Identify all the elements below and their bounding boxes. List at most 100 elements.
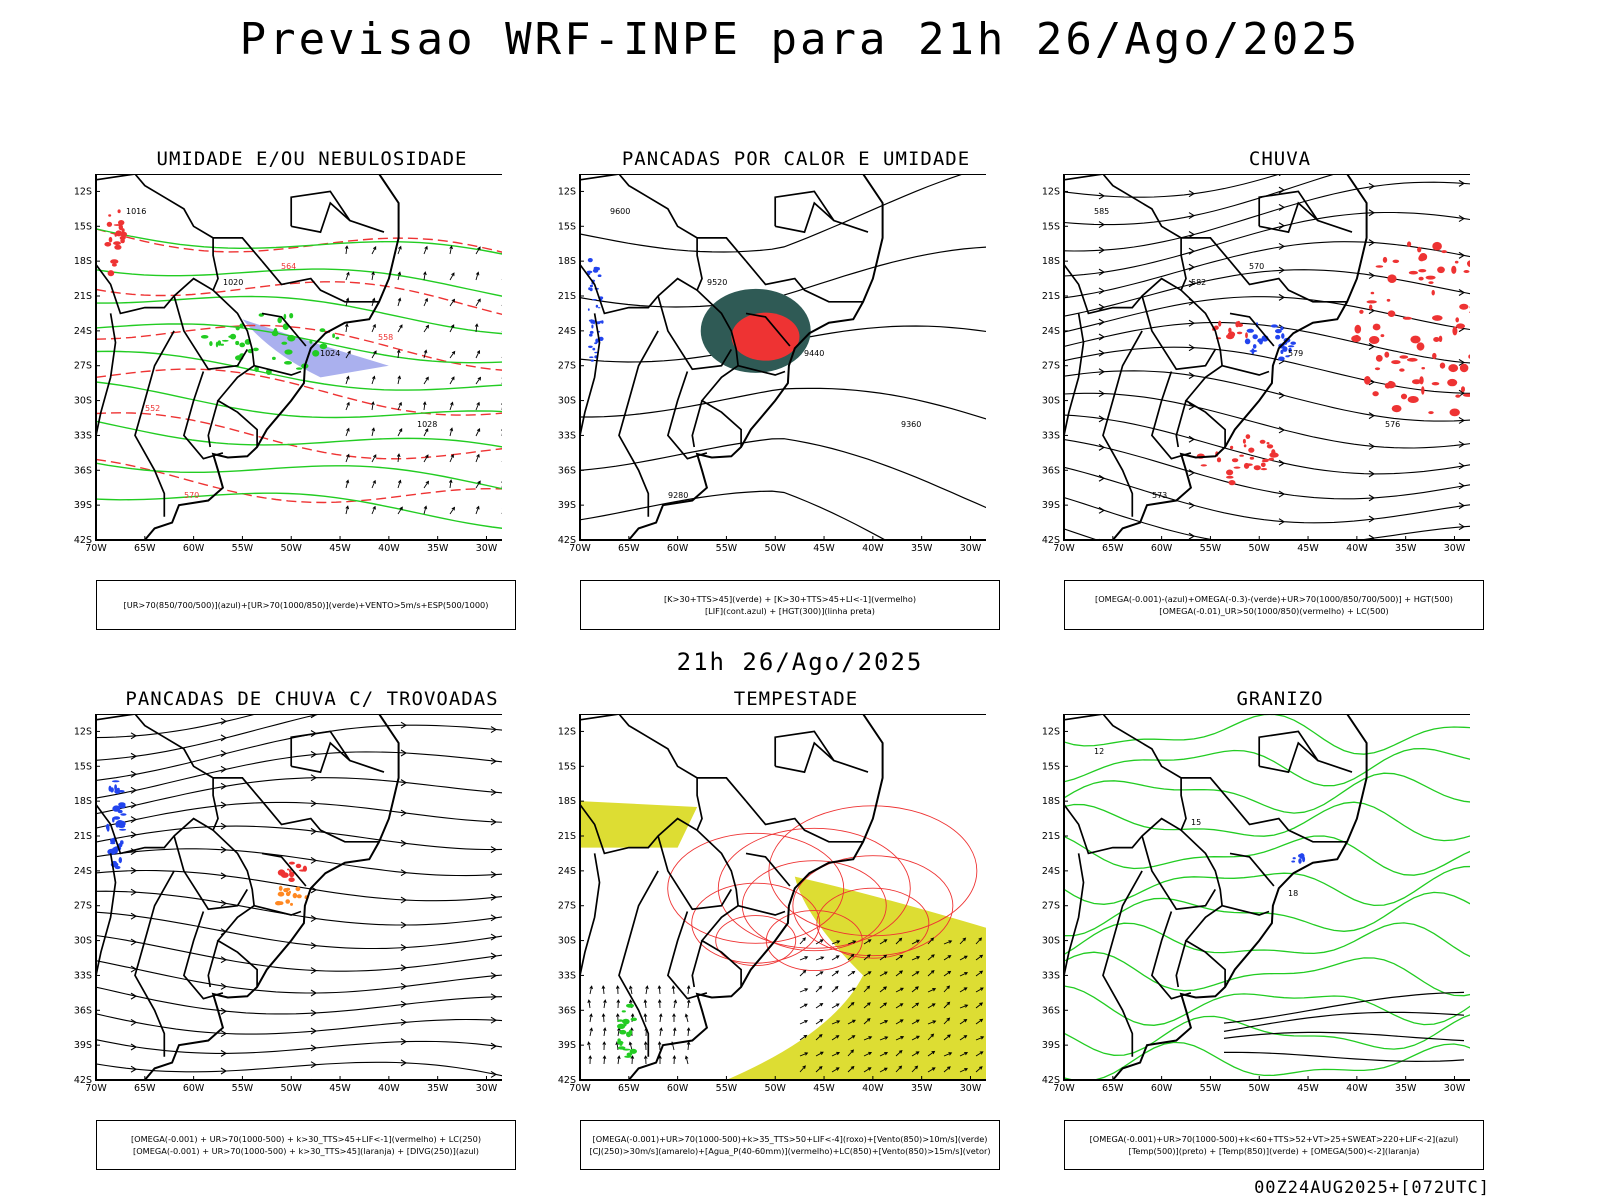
contour-label: 9280 (668, 491, 688, 500)
page-title: Previsao WRF-INPE para 21h 26/Ago/2025 (239, 14, 1361, 65)
lat-tick-label: 15S (74, 221, 92, 232)
lat-tick-label: 30S (558, 936, 576, 947)
lon-tick-label: 30W (960, 1083, 982, 1094)
lat-tick-label: 24S (558, 326, 576, 337)
lon-tick-label: 60W (183, 543, 205, 554)
lat-tick-label: 27S (74, 901, 92, 912)
lat-tick-label: 39S (1042, 500, 1060, 511)
lon-tick-label: 55W (716, 1083, 738, 1094)
lon-tick-label: 50W (280, 1083, 302, 1094)
contour-label: 12 (1094, 747, 1104, 756)
lat-tick-label: 21S (1042, 291, 1060, 302)
contour-label: 585 (1094, 207, 1109, 216)
lat-tick-label: 18S (558, 796, 576, 807)
panel-title: PANCADAS DE CHUVA C/ TROVOADAS (125, 688, 499, 710)
lat-tick-label: 36S (74, 465, 92, 476)
caption-line: [CJ(250)>30m/s](amarelo)+[Agua_P(40-60mm… (589, 1146, 991, 1156)
panel-legend-caption: [OMEGA(-0.001)-(azul)+OMEGA(-0.3)-(verde… (1064, 580, 1484, 630)
contour-label: 570 (1249, 262, 1264, 271)
lat-tick-label: 36S (558, 1005, 576, 1016)
caption-line: [OMEGA(-0.001) + UR>70(1000-500) + k>30_… (133, 1146, 479, 1156)
panel-tempestade: TEMPESTADE 12S 15S 18S 21S 24S 27S 30S 33S 36S 39S… (558, 688, 1016, 1170)
lon-tick-label: 60W (667, 1083, 689, 1094)
lon-tick-label: 45W (329, 1083, 351, 1094)
lat-tick-label: 39S (558, 500, 576, 511)
lon-tick-label: 30W (1444, 543, 1466, 554)
panel-umidade: UMIDADE E/OU NEBULOSIDADE 1016 1020 1024 102… (74, 148, 532, 630)
contour-label: 9440 (804, 349, 824, 358)
contour-label: 9360 (901, 420, 921, 429)
lon-tick-label: 55W (232, 1083, 254, 1094)
panel-trovoadas: PANCADAS DE CHUVA C/ TROVOADAS 12S 15S 18S 2… (74, 688, 532, 1170)
lon-tick-label: 35W (427, 543, 449, 554)
lon-tick-label: 60W (667, 543, 689, 554)
lat-tick-label: 30S (558, 396, 576, 407)
lat-tick-label: 24S (74, 326, 92, 337)
lat-tick-label: 15S (74, 761, 92, 772)
lon-tick-label: 55W (1200, 1083, 1222, 1094)
lon-tick-label: 40W (862, 1083, 884, 1094)
lat-tick-label: 21S (74, 291, 92, 302)
lat-tick-label: 39S (558, 1040, 576, 1051)
lat-tick-label: 33S (558, 430, 576, 441)
lon-tick-label: 50W (764, 1083, 786, 1094)
map-chuva: 585 582 579 576 573 570 12S 15S 18S 21S 24S 27S 30S 3… (1042, 174, 1470, 554)
lat-tick-label: 27S (558, 361, 576, 372)
contour-label: 579 (1288, 349, 1303, 358)
lat-tick-label: 30S (1042, 396, 1060, 407)
lat-tick-label: 21S (1042, 831, 1060, 842)
lon-tick-label: 50W (764, 543, 786, 554)
lat-tick-label: 21S (74, 831, 92, 842)
lon-tick-label: 60W (183, 1083, 205, 1094)
lon-tick-label: 70W (569, 1083, 591, 1094)
lat-tick-label: 39S (74, 500, 92, 511)
panel-legend-caption: [OMEGA(-0.001)+UR>70(1000-500)+k<60+TTS>… (1064, 1120, 1484, 1170)
lat-tick-label: 36S (558, 465, 576, 476)
map-umidade: 1016 1020 1024 1028 570 564 558 552 12S 15S 18S 21S… (74, 174, 502, 554)
lat-tick-label: 33S (74, 970, 92, 981)
contour-label: 9600 (610, 207, 630, 216)
lat-tick-label: 27S (558, 901, 576, 912)
lat-tick-label: 15S (1042, 221, 1060, 232)
lon-tick-label: 30W (476, 543, 498, 554)
contour-label: 1024 (320, 349, 340, 358)
lat-tick-label: 33S (74, 430, 92, 441)
contour-label: 9520 (707, 278, 727, 287)
lon-tick-label: 65W (1102, 543, 1124, 554)
caption-line: [OMEGA(-0.001)+UR>70(1000-500)+k>35_TTS>… (592, 1134, 988, 1144)
lat-tick-label: 30S (1042, 936, 1060, 947)
contour-label: 18 (1288, 889, 1298, 898)
lat-tick-label: 15S (558, 221, 576, 232)
lat-tick-label: 21S (558, 291, 576, 302)
lat-tick-label: 24S (1042, 326, 1060, 337)
lat-tick-label: 18S (558, 256, 576, 267)
lon-tick-label: 70W (1053, 1083, 1075, 1094)
lat-tick-label: 24S (1042, 866, 1060, 877)
lat-tick-label: 42S (558, 535, 576, 546)
panel-title: CHUVA (1248, 148, 1312, 170)
caption-line: [OMEGA(-0.001)-(azul)+OMEGA(-0.3)-(verde… (1095, 594, 1453, 604)
caption-line: [OMEGA(-0.01)_UR>50(1000/850)(vermelho) … (1159, 606, 1389, 616)
lon-tick-label: 40W (378, 543, 400, 554)
lon-tick-label: 50W (1248, 1083, 1270, 1094)
lon-tick-label: 65W (618, 1083, 640, 1094)
lat-tick-label: 15S (1042, 761, 1060, 772)
lon-tick-label: 40W (1346, 1083, 1368, 1094)
lon-tick-label: 65W (134, 543, 156, 554)
lon-tick-label: 70W (85, 543, 107, 554)
lon-tick-label: 35W (1395, 1083, 1417, 1094)
caption-line: [OMEGA(-0.001) + UR>70(1000-500) + k>30_… (130, 1134, 482, 1144)
lon-tick-label: 35W (911, 543, 933, 554)
contour-label: 1020 (223, 278, 243, 287)
panel-title: UMIDADE E/OU NEBULOSIDADE (156, 148, 468, 170)
contour-label: 1028 (417, 420, 437, 429)
lon-tick-label: 45W (813, 543, 835, 554)
contour-label: 552 (145, 404, 160, 413)
lat-tick-label: 24S (558, 866, 576, 877)
lon-tick-label: 45W (813, 1083, 835, 1094)
contour-label: 558 (378, 333, 393, 342)
lat-tick-label: 27S (74, 361, 92, 372)
lat-tick-label: 18S (1042, 796, 1060, 807)
